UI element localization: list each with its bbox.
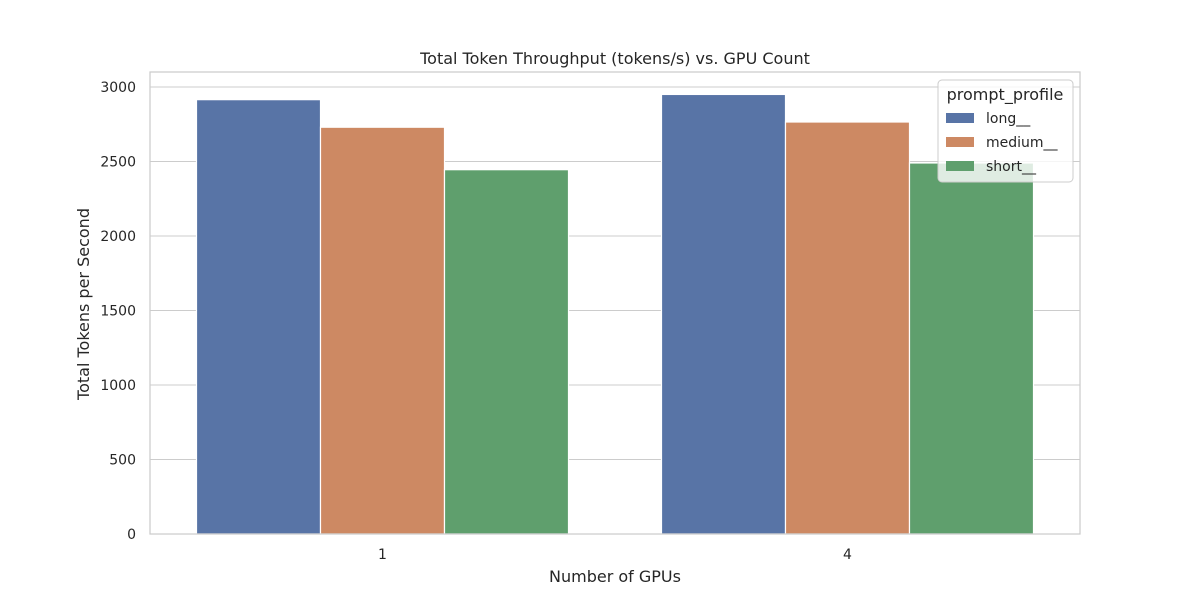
bar-long-gpu-4 bbox=[660, 93, 787, 535]
x-tick-label: 4 bbox=[843, 547, 852, 563]
y-tick-label: 2000 bbox=[100, 229, 136, 245]
legend-swatch-short bbox=[946, 161, 974, 171]
y-tick-label: 1500 bbox=[100, 304, 136, 320]
bar-medium-gpu-4 bbox=[784, 121, 911, 535]
legend-label: long__ bbox=[986, 111, 1031, 127]
chart-title: Total Token Throughput (tokens/s) vs. GP… bbox=[419, 49, 810, 68]
x-axis-title: Number of GPUs bbox=[549, 567, 681, 586]
legend-swatch-long bbox=[946, 113, 974, 123]
legend-title: prompt_profile bbox=[947, 85, 1064, 105]
bars bbox=[195, 93, 1035, 535]
x-tick-label: 1 bbox=[378, 547, 387, 563]
y-tick-label: 3000 bbox=[100, 80, 136, 96]
y-axis-title: Total Tokens per Second bbox=[74, 208, 93, 401]
bar-medium-gpu-1 bbox=[319, 126, 446, 535]
legend: prompt_profile long__ medium__ short__ bbox=[937, 79, 1074, 183]
legend-swatch-medium bbox=[946, 137, 974, 147]
bar-long-gpu-1 bbox=[195, 99, 322, 535]
bar-short-gpu-4 bbox=[908, 162, 1035, 535]
y-tick-label: 2500 bbox=[100, 155, 136, 171]
legend-label: medium__ bbox=[986, 135, 1059, 151]
plot-frame bbox=[149, 71, 1081, 535]
y-tick-labels: 0 500 1000 1500 2000 2500 3000 bbox=[100, 80, 136, 543]
legend-label: short__ bbox=[986, 159, 1037, 175]
legend-box bbox=[937, 79, 1074, 183]
y-tick-label: 500 bbox=[109, 453, 136, 469]
y-tick-label: 0 bbox=[127, 527, 136, 543]
y-tick-label: 1000 bbox=[100, 378, 136, 394]
bar-short-gpu-1 bbox=[443, 169, 570, 535]
